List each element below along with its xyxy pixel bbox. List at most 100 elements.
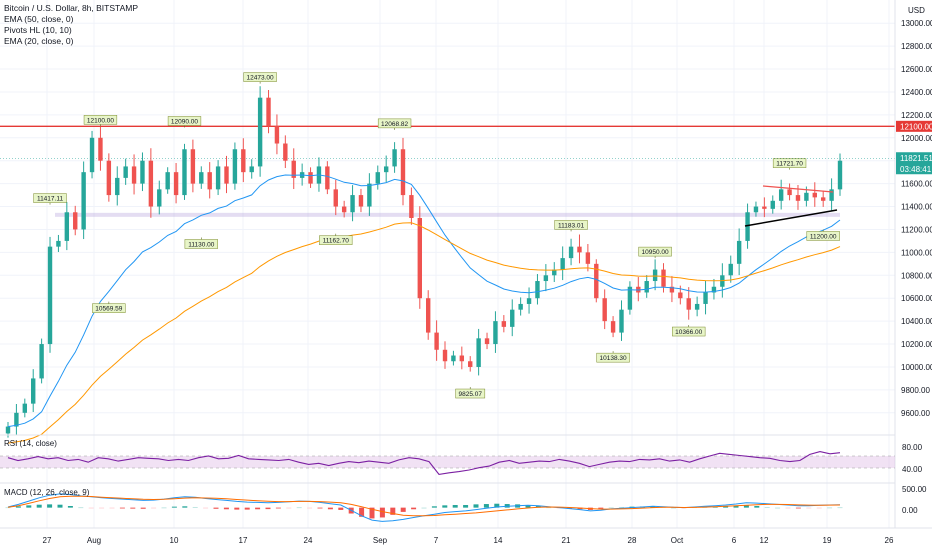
candle-body (686, 298, 691, 310)
candle-body (241, 149, 246, 173)
price-tick-label: 11400.00 (901, 203, 932, 212)
time-tick-label: 21 (562, 536, 571, 545)
candle-body (106, 160, 112, 196)
price-tick-label: 10000.00 (901, 363, 932, 372)
candle-body (778, 189, 784, 201)
triangle-top-line[interactable] (762, 185, 834, 193)
pivot-label-text: 10950.00 (642, 249, 669, 256)
macd-histogram-bar (775, 507, 781, 509)
price-tick-label: 12000.00 (901, 134, 932, 143)
time-tick-label: 17 (239, 536, 248, 545)
macd-histogram-bar (619, 506, 625, 508)
candle-body (274, 126, 280, 144)
price-tick-label: 12200.00 (901, 111, 932, 120)
candle-body (375, 172, 380, 184)
candle-body (434, 332, 439, 350)
triangle-bottom-line[interactable] (744, 209, 838, 227)
price-tick-label: 9800.00 (901, 386, 930, 395)
candle-body (812, 192, 817, 198)
pivot-label-text: 11200.00 (810, 233, 837, 240)
legend: Bitcoin / U.S. Dollar, 8h, BITSTAMP EMA … (4, 3, 138, 47)
candle-body (535, 281, 540, 299)
candle-body (350, 195, 355, 213)
pivot-label-text: 12090.00 (171, 118, 198, 125)
macd-histogram-bar (483, 504, 489, 508)
candle-body (367, 183, 372, 207)
macd-histogram-bar (161, 507, 167, 509)
candle-body (543, 275, 549, 282)
macd-histogram-bar (151, 507, 157, 509)
macd-histogram-bar (99, 507, 105, 509)
rsi-level-40: 40.00 (902, 465, 923, 474)
candle-body (140, 160, 145, 184)
candle-body (745, 212, 750, 241)
macd-histogram-bar (338, 507, 344, 510)
macd-histogram-bar (764, 506, 770, 508)
candle-body (644, 281, 649, 293)
candle-body (661, 269, 666, 287)
candle-body (770, 200, 775, 209)
price-tick-label: 13000.00 (901, 19, 932, 28)
macd-histogram-bar (421, 507, 427, 509)
pivot-label-box (243, 72, 277, 82)
pivot-label-text: 10569.59 (95, 306, 122, 313)
macd-histogram-bar (203, 507, 209, 509)
pivot-label-box (806, 231, 840, 241)
legend-pivots: Pivots HL (10, 10) (4, 25, 72, 35)
candle-body (585, 252, 591, 264)
candle-body (358, 195, 364, 207)
pivot-label-box (167, 116, 202, 126)
time-tick-label: 10 (170, 536, 179, 545)
candle-body (199, 172, 204, 184)
candle-body (594, 263, 599, 299)
time-axis[interactable]: 27 Aug 10 17 24 Sep 7 14 21 28 Oct 6 12 19 26 (43, 536, 894, 545)
candle-body (182, 149, 187, 196)
time-tick-label: 7 (434, 536, 439, 545)
legend-ema50: EMA (50, close, 0) (4, 14, 74, 24)
macd-histogram-bar (275, 507, 281, 509)
macd-histogram-bar (359, 507, 365, 517)
candle-body (14, 412, 19, 427)
candle-body (47, 246, 53, 345)
macd-histogram-bar (733, 505, 739, 508)
candle-body (173, 172, 179, 196)
macd-histogram-bar (650, 506, 656, 508)
macd-histogram-bar (109, 507, 115, 509)
triangle-pattern[interactable] (744, 185, 838, 227)
macd-histogram-bar (463, 505, 469, 508)
pivot-label-box (33, 193, 67, 203)
candle-body (283, 143, 288, 161)
candle-body (728, 263, 733, 276)
macd-histogram-bar (78, 507, 84, 509)
candle-body (115, 177, 120, 196)
macd-histogram-bar (369, 507, 375, 519)
candle-body (526, 298, 532, 304)
candle-body (694, 303, 700, 310)
time-tick-label: 6 (732, 536, 737, 545)
candle-body (308, 172, 313, 184)
candle-body (804, 192, 809, 201)
macd-histogram-bar (743, 505, 749, 508)
pivot-label-text: 12068.82 (381, 121, 408, 128)
candle-body (787, 189, 792, 196)
support-zone (55, 212, 840, 217)
ema-20-line (7, 174, 841, 428)
candle-body (148, 160, 154, 207)
candle-body (568, 246, 574, 259)
rsi-label: RSI (14, close) (4, 439, 57, 448)
candle-body (39, 344, 44, 379)
current-price-badge (896, 152, 932, 175)
macd-histogram-bar (47, 504, 53, 508)
macd-histogram-bar (171, 506, 177, 508)
macd-histogram-bar (327, 507, 333, 510)
pivot-label-box (596, 352, 630, 363)
candle-body (451, 355, 456, 362)
candle-body (207, 172, 212, 190)
candle-body (829, 189, 834, 201)
price-axis[interactable]: 9600.00 9800.00 10000.00 10200.00 10400.00 10… (901, 19, 932, 418)
price-tick-label: 10400.00 (901, 317, 932, 326)
candle-body (577, 246, 582, 253)
pivot-label-box (319, 235, 353, 245)
macd-label: MACD (12, 26, close, 9) (4, 488, 90, 497)
